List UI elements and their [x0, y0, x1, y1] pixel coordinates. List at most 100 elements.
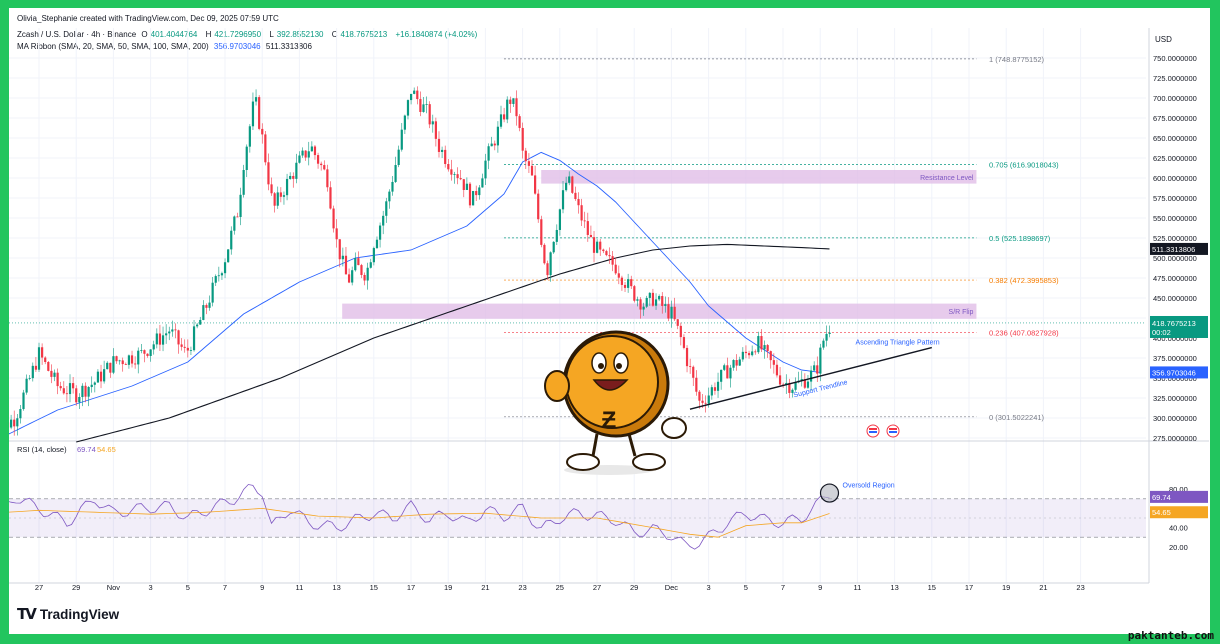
candle [254, 97, 258, 102]
candle [41, 347, 44, 358]
candle [701, 400, 704, 403]
ma-ribbon-legend[interactable]: MA Ribbon (SMA, 20, SMA, 50, SMA, 100, S… [17, 42, 312, 51]
candle [658, 296, 661, 300]
candle [400, 129, 403, 150]
candle [93, 382, 96, 385]
fib-label: 0.236 (407.0827928) [989, 328, 1059, 337]
open-value: O 401.4044764 [141, 30, 198, 39]
candle [344, 255, 348, 275]
candle [351, 270, 354, 283]
candle [146, 353, 149, 356]
close-value: C 418.7675213 [331, 30, 388, 39]
rsi-value-tag-text: 69.74 [1152, 493, 1171, 502]
candle [800, 379, 803, 381]
mascot-thumb-hand [544, 370, 570, 402]
candle [84, 385, 87, 397]
candle [158, 333, 162, 345]
candle [341, 255, 344, 260]
rsi-tick-label: 40.00 [1169, 524, 1188, 533]
candle [509, 99, 512, 104]
candle [323, 165, 326, 170]
price-tick-label: 600.0000000 [1153, 174, 1197, 183]
candle [707, 395, 710, 404]
mascot-pupil-left [598, 363, 604, 369]
price-tick-label: 625.0000000 [1153, 154, 1197, 163]
candle [623, 284, 627, 288]
candle [168, 331, 171, 334]
us-flag-stripe [889, 431, 897, 433]
candle [459, 178, 462, 180]
candle [515, 98, 518, 117]
candle [397, 149, 400, 166]
candle [667, 304, 670, 319]
candle [726, 365, 729, 379]
candle [13, 419, 16, 427]
candle [546, 263, 549, 276]
candle [828, 332, 831, 334]
candle [682, 337, 686, 348]
oversold-region-label: Oversold Region [843, 482, 895, 489]
candle [419, 99, 422, 112]
time-tick-label: 3 [707, 583, 711, 592]
mascot-shoe-right [632, 453, 666, 471]
candle [285, 178, 289, 196]
candle [481, 178, 484, 188]
candle [223, 262, 227, 274]
candle [676, 319, 679, 326]
price-chart[interactable]: Resistance Level S/R Flip 1 (748.8775152)… [9, 8, 1210, 598]
candle [174, 329, 177, 331]
candle [642, 306, 645, 310]
candle [611, 256, 614, 265]
time-tick-label: 7 [223, 583, 227, 592]
time-tick-label: 21 [481, 583, 489, 592]
candle [723, 365, 726, 370]
us-flag-stripe [869, 428, 877, 430]
candle [747, 353, 751, 356]
candle [673, 306, 676, 320]
ma-slow-value: 511.3313806 [265, 42, 312, 51]
candle [124, 364, 127, 365]
candle [689, 366, 692, 367]
candle [103, 369, 106, 382]
price-tick-label: 725.0000000 [1153, 74, 1197, 83]
sr-flip-zone [342, 303, 977, 319]
candle [775, 364, 779, 376]
mascot-shoe-left [566, 453, 600, 471]
price-tick-label: 700.0000000 [1153, 94, 1197, 103]
candle [627, 279, 630, 288]
candle [456, 174, 459, 179]
tradingview-logo[interactable]: TV TradingView [17, 605, 119, 623]
candle [586, 221, 589, 235]
fib-label: 0.705 (616.9018043) [989, 160, 1059, 169]
candle [276, 192, 279, 206]
candle [757, 336, 760, 353]
candle [822, 340, 825, 348]
candle [744, 351, 748, 354]
price-tick-label: 675.0000000 [1153, 114, 1197, 123]
candle [208, 302, 211, 308]
candle [189, 350, 193, 351]
candle [251, 101, 255, 127]
candle [245, 146, 248, 171]
candle [608, 255, 611, 257]
candle [357, 258, 360, 266]
candle [664, 304, 667, 306]
time-tick-label: 19 [444, 583, 452, 592]
candle [453, 174, 456, 175]
candle [409, 93, 413, 101]
candle [230, 230, 233, 250]
candle [267, 162, 270, 185]
candle [506, 99, 509, 120]
event-flags[interactable] [866, 424, 900, 438]
time-tick-label: 13 [332, 583, 340, 592]
candle [233, 216, 236, 231]
time-tick-label: 23 [518, 583, 526, 592]
candle [149, 349, 152, 356]
time-tick-label: 17 [407, 583, 415, 592]
rsi-label: RSI (14, close) [17, 445, 67, 454]
candle [152, 344, 155, 350]
candle [130, 355, 134, 364]
ascending-triangle-label: Ascending Triangle Pattern [856, 339, 940, 346]
candle [592, 237, 596, 253]
candle [186, 347, 189, 351]
